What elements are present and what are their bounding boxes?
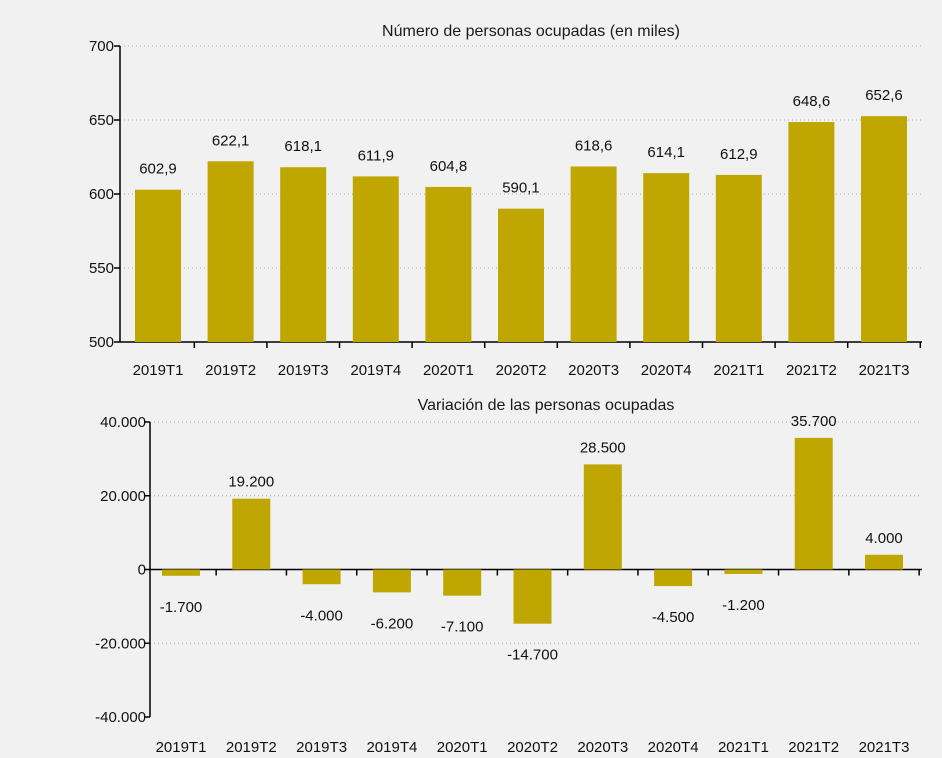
data-label: 652,6: [865, 87, 903, 104]
bar-change-2020T4: [654, 569, 693, 587]
x-tick-label: 2020T1: [423, 362, 474, 379]
y-tick-label: -20.000: [95, 635, 146, 652]
x-tick-label: 2021T3: [859, 739, 910, 756]
x-tick-label: 2019T1: [133, 362, 184, 379]
data-label: -14.700: [507, 647, 558, 664]
data-label: 604,8: [430, 158, 468, 175]
y-tick-label: 600: [89, 186, 114, 203]
data-label: -7.100: [441, 619, 484, 636]
x-tick-label: 2019T2: [226, 739, 277, 756]
y-tick-label: 0: [138, 562, 146, 579]
data-label: 611,9: [358, 147, 394, 164]
chart-panel-volume: Número de personas ocupadas (en miles) 50…: [89, 23, 922, 379]
x-tick-label: 2021T3: [859, 362, 910, 379]
data-label: 618,1: [284, 138, 322, 155]
bar-volume-2019T2: [207, 161, 254, 342]
x-tick-label: 2020T2: [496, 362, 547, 379]
x-tick-label: 2021T1: [718, 739, 769, 756]
chart-title-change: Variación de las personas ocupadas: [418, 397, 675, 414]
bar-volume-2020T1: [425, 186, 472, 342]
y-tick-label: 700: [89, 38, 114, 55]
data-label: -4.500: [652, 609, 695, 626]
bar-change-2021T3: [865, 554, 903, 570]
bar-volume-2019T4: [352, 176, 399, 342]
x-tick-label: 2019T4: [366, 739, 417, 756]
data-label: 618,6: [575, 137, 613, 154]
data-label: -6.200: [371, 615, 414, 632]
bar-volume-2019T1: [135, 189, 181, 342]
x-tick-label: 2021T1: [713, 362, 764, 379]
x-tick-label: 2020T3: [577, 739, 628, 756]
data-label: 612,9: [720, 146, 758, 163]
y-tick-label: 650: [89, 112, 114, 129]
x-tick-label: 2020T4: [641, 362, 692, 379]
y-tick-label: 40.000: [100, 414, 146, 431]
bar-change-2021T2: [794, 437, 833, 570]
data-label: 4.000: [865, 530, 903, 547]
bar-volume-2020T3: [570, 166, 617, 342]
data-label: 28.500: [580, 439, 626, 456]
bar-change-2019T3: [302, 569, 341, 585]
data-label: 19.200: [228, 474, 274, 491]
bar-change-2020T1: [443, 569, 482, 596]
x-tick-label: 2019T1: [156, 739, 207, 756]
data-label: 602,9: [139, 161, 177, 178]
chart-panel-change: Variación de las personas ocupadas -40.00…: [95, 397, 922, 756]
x-tick-label: 2019T4: [350, 362, 401, 379]
x-tick-label: 2019T2: [205, 362, 256, 379]
bar-volume-2021T1: [715, 174, 762, 342]
bar-change-2020T2: [513, 569, 552, 624]
x-tick-label: 2020T4: [648, 739, 699, 756]
x-tick-label: 2021T2: [788, 739, 839, 756]
y-tick-label: -40.000: [95, 709, 146, 726]
x-tick-label: 2019T3: [296, 739, 347, 756]
data-label: -1.700: [160, 599, 203, 616]
bar-change-2021T1: [724, 569, 763, 574]
bar-volume-2019T3: [280, 167, 327, 342]
bar-volume-2020T2: [498, 208, 544, 342]
bar-change-2020T3: [583, 464, 622, 570]
bar-volume-2021T2: [788, 122, 835, 343]
y-tick-label: 500: [89, 334, 114, 351]
y-tick-label: 550: [89, 260, 114, 277]
chart-title-volume: Número de personas ocupadas (en miles): [382, 23, 680, 40]
x-tick-label: 2020T3: [568, 362, 619, 379]
x-tick-label: 2019T3: [278, 362, 329, 379]
x-tick-label: 2020T2: [507, 739, 558, 756]
x-tick-label: 2021T2: [786, 362, 837, 379]
data-label: 622,1: [212, 132, 250, 149]
data-label: 35.700: [791, 413, 837, 430]
bar-change-2019T4: [372, 569, 411, 593]
data-label: 590,1: [502, 180, 540, 197]
data-label: 614,1: [647, 144, 685, 161]
data-label: -4.000: [300, 607, 343, 624]
bar-change-2019T2: [232, 498, 271, 570]
data-label: -1.200: [722, 597, 765, 614]
bar-change-2019T1: [162, 569, 200, 576]
data-label: 648,6: [793, 93, 831, 110]
bar-volume-2021T3: [861, 116, 907, 342]
bar-volume-2020T4: [643, 173, 690, 342]
x-tick-label: 2020T1: [437, 739, 488, 756]
y-tick-label: 20.000: [100, 488, 146, 505]
